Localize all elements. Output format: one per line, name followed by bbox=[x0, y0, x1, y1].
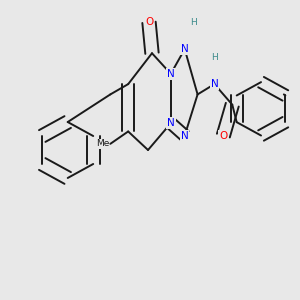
Text: H: H bbox=[211, 53, 218, 62]
Text: N: N bbox=[167, 69, 175, 79]
Text: H: H bbox=[190, 18, 197, 27]
Text: O: O bbox=[145, 17, 153, 27]
Text: N: N bbox=[167, 118, 175, 128]
Text: N: N bbox=[181, 44, 189, 54]
Text: N: N bbox=[181, 130, 189, 141]
Text: N: N bbox=[211, 79, 218, 89]
Text: O: O bbox=[219, 130, 227, 141]
Text: Me: Me bbox=[96, 139, 109, 148]
